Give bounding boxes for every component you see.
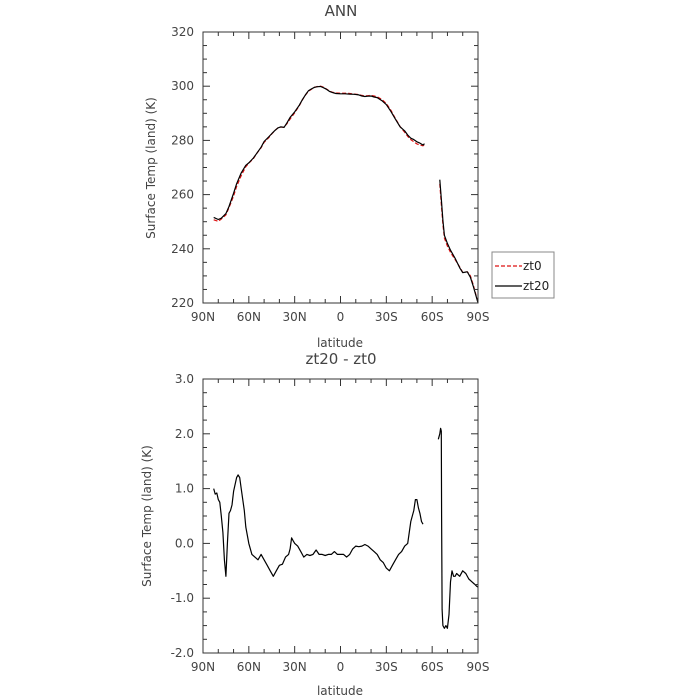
plot-area [213, 85, 479, 304]
x-tick-label: 60S [421, 310, 444, 324]
chart-panel-annual-temp: ANN 90N 60N 30N 0 30S 60S 90S 220 240 260 280 300 32… [144, 2, 555, 350]
x-tick-label: 90N [191, 310, 215, 324]
y-tick-label: 240 [171, 242, 194, 256]
y-tick-label: 320 [171, 25, 194, 39]
series-line-zt20 [439, 179, 479, 304]
y-tick-label: 2.0 [175, 427, 194, 441]
x-tick-label: 0 [337, 660, 345, 674]
y-tick-label: 260 [171, 188, 194, 202]
x-axis-label: latitude [317, 336, 363, 350]
y-tick-label: 300 [171, 79, 194, 93]
x-tick-label: 30N [283, 660, 307, 674]
series-line-zt0 [213, 85, 425, 222]
x-axis-label: latitude [317, 684, 363, 698]
legend: zt0 zt20 [491, 251, 555, 299]
x-tick-label: 90N [191, 660, 215, 674]
chart-panel-difference: zt20 - zt0 90N 60N 30N 0 30S 60S 90S -2.0 -1.0 0.… [140, 350, 489, 698]
y-tick-label: 0.0 [175, 536, 194, 550]
legend-label-zt0: zt0 [523, 259, 542, 273]
x-tick-label: 30S [375, 310, 398, 324]
plot-area [213, 427, 479, 629]
series-line-s0 [437, 427, 479, 629]
y-tick-label: -1.0 [171, 591, 194, 605]
legend-box [491, 251, 555, 299]
y-tick-label: 1.0 [175, 482, 194, 496]
y-tick-label: 3.0 [175, 372, 194, 386]
x-tick-label: 60N [237, 310, 261, 324]
y-axis-label: Surface Temp (land) (K) [144, 97, 158, 239]
x-tick-label: 60S [421, 660, 444, 674]
y-tick-label: 220 [171, 296, 194, 310]
series-line-zt20 [213, 85, 425, 221]
x-tick-label: 30S [375, 660, 398, 674]
series-line-s0 [213, 474, 424, 577]
x-tick-label: 90S [467, 310, 490, 324]
y-axis-label: Surface Temp (land) (K) [140, 445, 154, 587]
y-tick-label: 280 [171, 133, 194, 147]
y-tick-label: -2.0 [171, 646, 194, 660]
x-tick-label: 90S [467, 660, 490, 674]
axis-ticks: 90N 60N 30N 0 30S 60S 90S -2.0 -1.0 0.0 1.0 2.0 3.0 [171, 372, 490, 674]
legend-label-zt20: zt20 [523, 279, 549, 293]
chart-title: zt20 - zt0 [305, 350, 376, 368]
x-tick-label: 0 [337, 310, 345, 324]
axis-ticks: 90N 60N 30N 0 30S 60S 90S 220 240 260 280 300 320 [171, 25, 489, 324]
x-tick-label: 60N [237, 660, 261, 674]
chart-title: ANN [325, 2, 358, 20]
x-tick-label: 30N [283, 310, 307, 324]
